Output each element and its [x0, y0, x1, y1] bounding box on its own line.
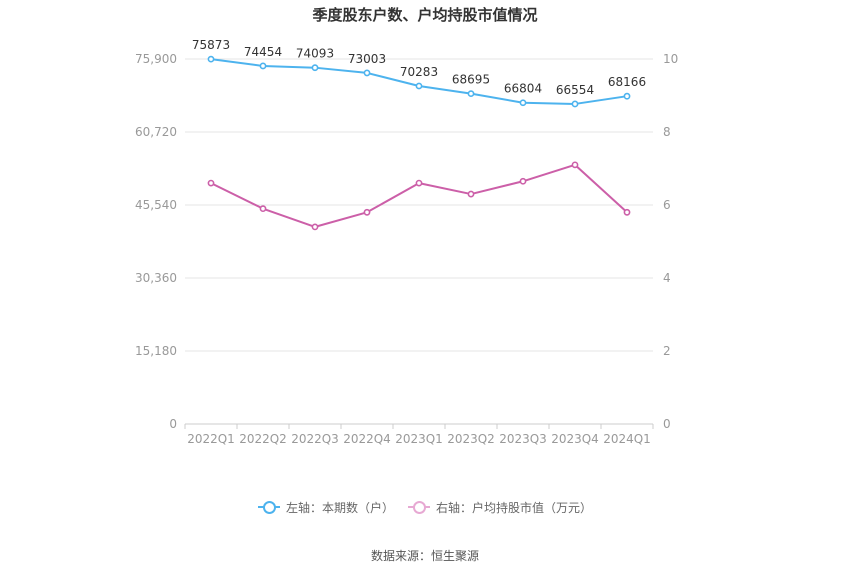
x-axis: 2022Q1 2022Q2 2022Q3 2022Q4 2023Q1 2023Q2 2023…: [184, 423, 654, 446]
data-label: 70283: [400, 65, 438, 79]
x-tick-label: 2024Q1: [603, 432, 651, 446]
data-point-left: [207, 55, 215, 63]
data-point-left: [311, 64, 319, 72]
legend-label-left: 左轴：本期数（户）: [286, 500, 395, 515]
data-label: 68166: [608, 75, 646, 89]
data-point-right: [259, 205, 267, 213]
legend-label-right: 右轴：户均持股市值（万元）: [436, 500, 593, 515]
x-tick-label: 2022Q1: [187, 432, 235, 446]
legend: 左轴：本期数（户） 右轴：户均持股市值（万元）: [0, 497, 850, 517]
data-point-left: [519, 99, 527, 107]
data-point-right: [415, 179, 423, 187]
source-note: 数据来源：恒生聚源: [370, 549, 479, 563]
data-point-left: [259, 62, 267, 70]
data-point-right: [571, 161, 579, 169]
data-point-left: [467, 90, 475, 98]
legend-item-left-series[interactable]: 左轴：本期数（户）: [258, 497, 394, 517]
x-tick-label: 2022Q2: [239, 432, 287, 446]
data-label: 75873: [192, 38, 230, 52]
x-tick-label: 2023Q4: [551, 432, 599, 446]
left-tick-label: 75,900: [135, 52, 177, 66]
right-axis-ticks: 0 2 4 6 8 10: [663, 52, 678, 431]
data-label: 66554: [556, 83, 594, 97]
left-tick-label: 15,180: [135, 344, 177, 358]
data-point-right: [467, 190, 475, 198]
data-point-right: [207, 179, 215, 187]
data-label: 68695: [452, 73, 490, 87]
right-tick-label: 0: [663, 417, 671, 431]
series-line-right: [210, 163, 628, 228]
data-label: 74093: [296, 47, 334, 61]
series-layer: 75873 74454 74093 73003 70283 68695 66804 66554…: [192, 38, 646, 231]
x-tick-label: 2023Q1: [395, 432, 443, 446]
data-point-right: [519, 177, 527, 185]
data-label: 66804: [504, 82, 542, 96]
data-point-left: [623, 92, 631, 100]
data-point-left: [363, 69, 371, 77]
right-tick-label: 6: [663, 198, 671, 212]
right-tick-label: 8: [663, 125, 671, 139]
data-label: 73003: [348, 52, 386, 66]
x-tick-label: 2023Q2: [447, 432, 495, 446]
chart-title: 季度股东户数、户均持股市值情况: [312, 6, 538, 24]
legend-item-right-series[interactable]: 右轴：户均持股市值（万元）: [408, 497, 592, 517]
data-point-right: [311, 223, 319, 231]
data-point-left: [415, 82, 423, 90]
legend-swatch-right: [408, 501, 430, 514]
right-tick-label: 2: [663, 344, 671, 358]
data-point-left: [571, 100, 579, 108]
left-axis-ticks: 0 15,180 30,360 45,540 60,720 75,900: [135, 52, 177, 431]
left-tick-label: 45,540: [135, 198, 177, 212]
grid-lines: [185, 58, 653, 352]
legend-swatch-left: [258, 501, 280, 514]
data-point-right: [623, 208, 631, 216]
left-tick-label: 30,360: [135, 271, 177, 285]
left-tick-label: 0: [169, 417, 177, 431]
data-label: 74454: [244, 45, 282, 59]
x-tick-label: 2022Q4: [343, 432, 391, 446]
right-tick-label: 4: [663, 271, 671, 285]
data-point-right: [363, 208, 371, 216]
x-tick-label: 2022Q3: [291, 432, 339, 446]
right-tick-label: 10: [663, 52, 678, 66]
x-tick-label: 2023Q3: [499, 432, 547, 446]
left-tick-label: 60,720: [135, 125, 177, 139]
